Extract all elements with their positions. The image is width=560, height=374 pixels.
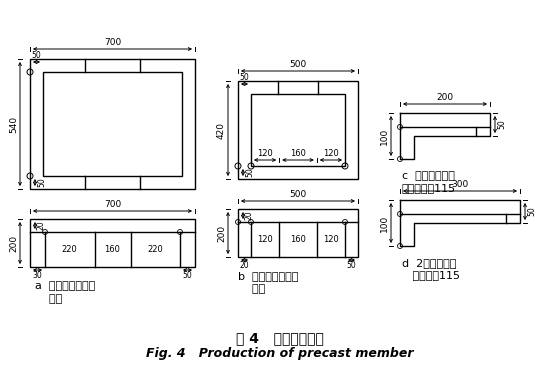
Text: 540: 540 [9, 116, 18, 132]
Text: 20: 20 [37, 221, 46, 230]
Text: 50: 50 [37, 178, 46, 187]
Text: 700: 700 [104, 38, 121, 47]
Text: 50: 50 [527, 206, 536, 217]
Bar [251, 94, 345, 166]
Bar [238, 81, 358, 179]
Text: 立面: 立面 [238, 284, 265, 294]
Bar [238, 209, 358, 257]
Text: 50: 50 [497, 120, 506, 129]
Text: 50: 50 [245, 168, 254, 177]
Text: 500: 500 [290, 60, 307, 69]
Text: 预制块，高115: 预制块，高115 [402, 183, 456, 193]
Text: a  户内强电配电箱: a 户内强电配电箱 [35, 281, 95, 291]
Text: 200: 200 [9, 234, 18, 252]
Text: 100: 100 [380, 128, 389, 145]
Text: d  2个开关插座: d 2个开关插座 [402, 258, 456, 268]
Text: 160: 160 [290, 149, 306, 158]
Text: Fig. 4   Production of precast member: Fig. 4 Production of precast member [146, 347, 414, 361]
Bar [43, 72, 182, 176]
Text: 220: 220 [147, 245, 163, 254]
Text: 预制块高115: 预制块高115 [402, 270, 460, 280]
Text: 120: 120 [257, 149, 273, 158]
Text: 220: 220 [62, 245, 78, 254]
Text: c  单个开关插座: c 单个开关插座 [402, 171, 455, 181]
Bar [30, 59, 195, 189]
Text: 160: 160 [290, 235, 306, 244]
Text: 200: 200 [217, 224, 226, 242]
Text: 50: 50 [183, 271, 193, 280]
Text: 120: 120 [323, 235, 339, 244]
Text: 立面: 立面 [35, 294, 62, 304]
Text: 700: 700 [104, 200, 121, 209]
Text: 20: 20 [240, 261, 249, 270]
Text: 50: 50 [31, 51, 41, 60]
Bar [30, 219, 195, 267]
Text: 500: 500 [290, 190, 307, 199]
Text: 图 4   预制构件生产: 图 4 预制构件生产 [236, 331, 324, 345]
Text: 420: 420 [217, 122, 226, 138]
Text: 20: 20 [245, 211, 254, 220]
Text: 50: 50 [347, 261, 356, 270]
Text: 160: 160 [105, 245, 120, 254]
Text: 100: 100 [380, 214, 389, 232]
Text: 120: 120 [257, 235, 273, 244]
Text: 50: 50 [240, 73, 249, 82]
Text: b  户内弱电配电箱: b 户内弱电配电箱 [238, 271, 298, 281]
Text: 120: 120 [323, 149, 339, 158]
Text: 200: 200 [436, 93, 454, 102]
Text: 300: 300 [451, 180, 469, 189]
Text: 30: 30 [32, 271, 43, 280]
